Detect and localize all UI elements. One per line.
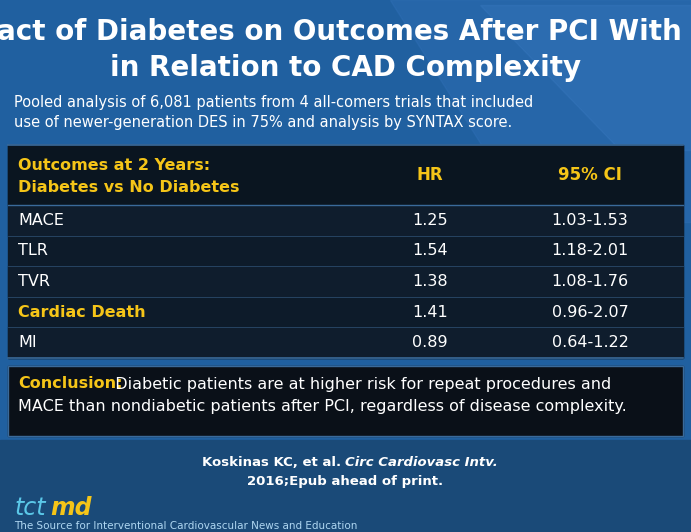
Bar <box>8 205 683 236</box>
Text: 1.54: 1.54 <box>413 244 448 259</box>
Text: MACE: MACE <box>18 213 64 228</box>
Text: tct: tct <box>14 496 46 520</box>
Text: 0.89: 0.89 <box>413 335 448 350</box>
Text: 1.25: 1.25 <box>413 213 448 228</box>
Text: md: md <box>50 496 91 520</box>
Bar <box>0 440 691 532</box>
Bar <box>8 327 683 358</box>
Text: 1.41: 1.41 <box>412 305 448 320</box>
Text: 2016;Epub ahead of print.: 2016;Epub ahead of print. <box>247 476 444 488</box>
Bar <box>8 366 683 436</box>
Text: Pooled analysis of 6,081 patients from 4 all-comers trials that included: Pooled analysis of 6,081 patients from 4… <box>14 96 533 111</box>
Text: 0.96-2.07: 0.96-2.07 <box>551 305 628 320</box>
Text: Koskinas KC, et al.: Koskinas KC, et al. <box>202 455 346 469</box>
Text: use of newer-generation DES in 75% and analysis by SYNTAX score.: use of newer-generation DES in 75% and a… <box>14 114 512 129</box>
Text: 1.08-1.76: 1.08-1.76 <box>551 274 629 289</box>
Text: Cardiac Death: Cardiac Death <box>18 305 146 320</box>
Bar <box>8 266 683 297</box>
Text: Outcomes at 2 Years:: Outcomes at 2 Years: <box>18 157 210 172</box>
Text: TVR: TVR <box>18 274 50 289</box>
Text: 1.18-2.01: 1.18-2.01 <box>551 244 629 259</box>
Text: 0.64-1.22: 0.64-1.22 <box>551 335 628 350</box>
Text: 95% CI: 95% CI <box>558 166 622 184</box>
Text: Conclusion:: Conclusion: <box>18 377 122 392</box>
Polygon shape <box>480 5 691 150</box>
Text: in Relation to CAD Complexity: in Relation to CAD Complexity <box>110 54 581 82</box>
Text: Diabetic patients are at higher risk for repeat procedures and: Diabetic patients are at higher risk for… <box>105 377 612 392</box>
Text: Circ Cardiovasc Intv.: Circ Cardiovasc Intv. <box>346 455 498 469</box>
Bar <box>8 145 683 205</box>
Bar <box>8 366 683 436</box>
Text: MI: MI <box>18 335 37 350</box>
Text: The Source for Interventional Cardiovascular News and Education: The Source for Interventional Cardiovasc… <box>14 521 357 531</box>
Polygon shape <box>390 0 691 222</box>
Text: Diabetes vs No Diabetes: Diabetes vs No Diabetes <box>18 179 240 195</box>
Text: Impact of Diabetes on Outcomes After PCI With DES: Impact of Diabetes on Outcomes After PCI… <box>0 18 691 46</box>
Bar <box>8 145 683 358</box>
Text: TLR: TLR <box>18 244 48 259</box>
Text: MACE than nondiabetic patients after PCI, regardless of disease complexity.: MACE than nondiabetic patients after PCI… <box>18 398 627 413</box>
Text: 1.03-1.53: 1.03-1.53 <box>551 213 628 228</box>
Text: 1.38: 1.38 <box>413 274 448 289</box>
Text: HR: HR <box>417 166 444 184</box>
